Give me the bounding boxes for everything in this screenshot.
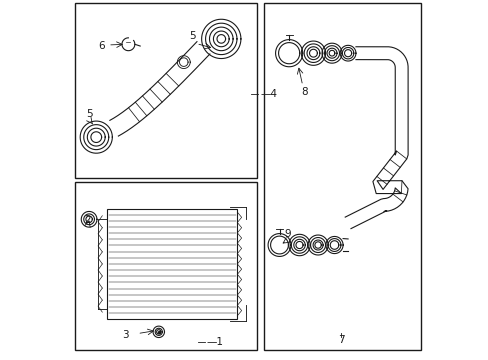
Text: 9: 9 [284, 229, 290, 239]
Bar [75, 3, 257, 178]
Text: 8: 8 [301, 87, 307, 97]
Text: —1: —1 [206, 337, 224, 347]
Text: 5: 5 [85, 109, 92, 118]
Bar [107, 208, 237, 319]
Text: 2: 2 [84, 215, 90, 225]
Text: 5: 5 [189, 31, 196, 41]
Text: —4: —4 [260, 89, 277, 99]
Bar [264, 3, 421, 350]
Text: 3: 3 [122, 330, 128, 340]
Text: 6: 6 [98, 41, 104, 51]
Text: 7: 7 [337, 335, 344, 345]
Bar [75, 182, 257, 350]
